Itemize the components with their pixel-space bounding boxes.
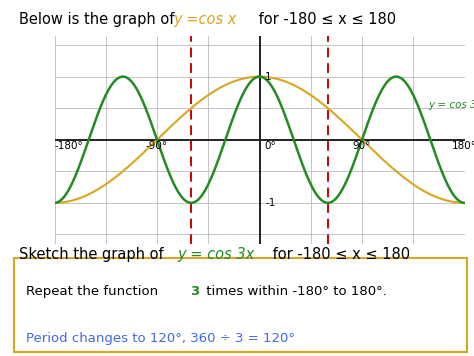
Text: y =cos x: y =cos x [173, 12, 237, 27]
Text: 0°: 0° [264, 141, 276, 151]
Text: 180°: 180° [452, 141, 474, 151]
Text: 1: 1 [265, 72, 272, 82]
Text: y = cos 3x: y = cos 3x [428, 100, 474, 110]
Text: Below is the graph of: Below is the graph of [19, 12, 179, 27]
Text: -180°: -180° [55, 141, 83, 151]
Text: Repeat the function: Repeat the function [26, 284, 162, 298]
Text: y = cos 3x: y = cos 3x [178, 247, 255, 262]
Text: 90°: 90° [353, 141, 371, 151]
Text: -1: -1 [265, 198, 275, 208]
Text: Sketch the graph of: Sketch the graph of [19, 247, 168, 262]
Text: for -180 ≤ x ≤ 180: for -180 ≤ x ≤ 180 [268, 247, 410, 262]
Text: times within -180° to 180°.: times within -180° to 180°. [202, 284, 387, 298]
Text: 3: 3 [190, 284, 199, 298]
Text: -90°: -90° [146, 141, 168, 151]
Text: Period changes to 120°, 360 ÷ 3 = 120°: Period changes to 120°, 360 ÷ 3 = 120° [26, 332, 294, 345]
Text: for -180 ≤ x ≤ 180: for -180 ≤ x ≤ 180 [254, 12, 396, 27]
